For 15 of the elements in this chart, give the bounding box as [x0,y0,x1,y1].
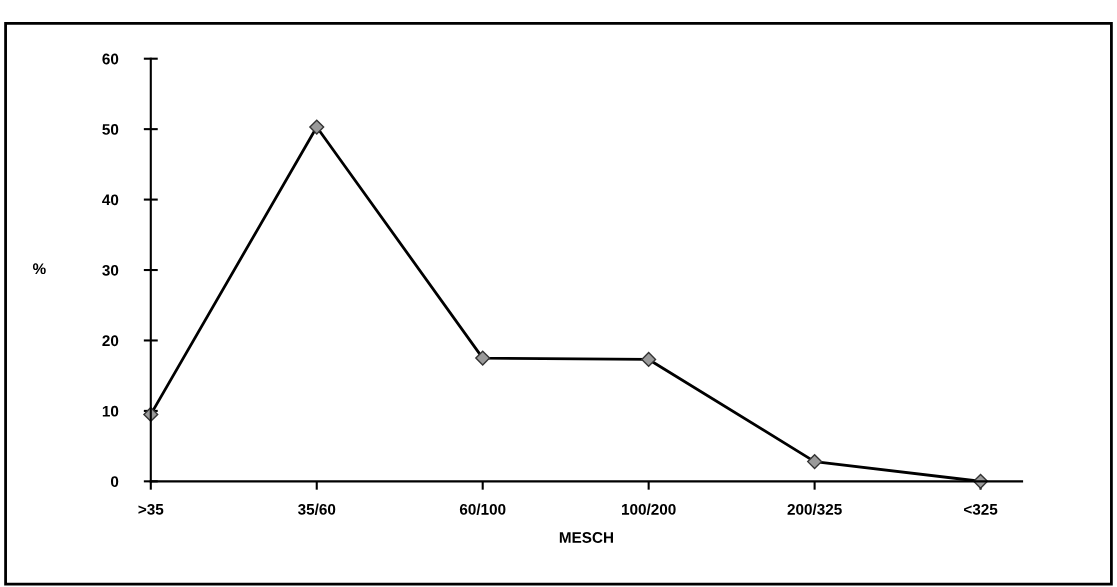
y-tick-label: 0 [110,476,119,488]
x-tick-label: <325 [964,503,998,515]
x-tick-label: >35 [138,503,164,515]
y-axis-title: % [32,263,46,275]
y-tick-label: 50 [102,124,119,135]
x-tick-label: 60/100 [459,503,506,515]
y-tick-label: 10 [102,405,119,417]
y-tick-label: 20 [102,335,119,347]
x-tick-label: 35/60 [297,503,336,515]
y-tick-label: 60 [102,53,119,65]
y-tick-label: 30 [102,264,119,276]
x-tick-label: 100/200 [622,503,676,515]
x-tick-label: 200/325 [787,503,842,515]
x-axis-title: MESCH [559,532,613,543]
y-tick-label: 40 [102,194,119,206]
